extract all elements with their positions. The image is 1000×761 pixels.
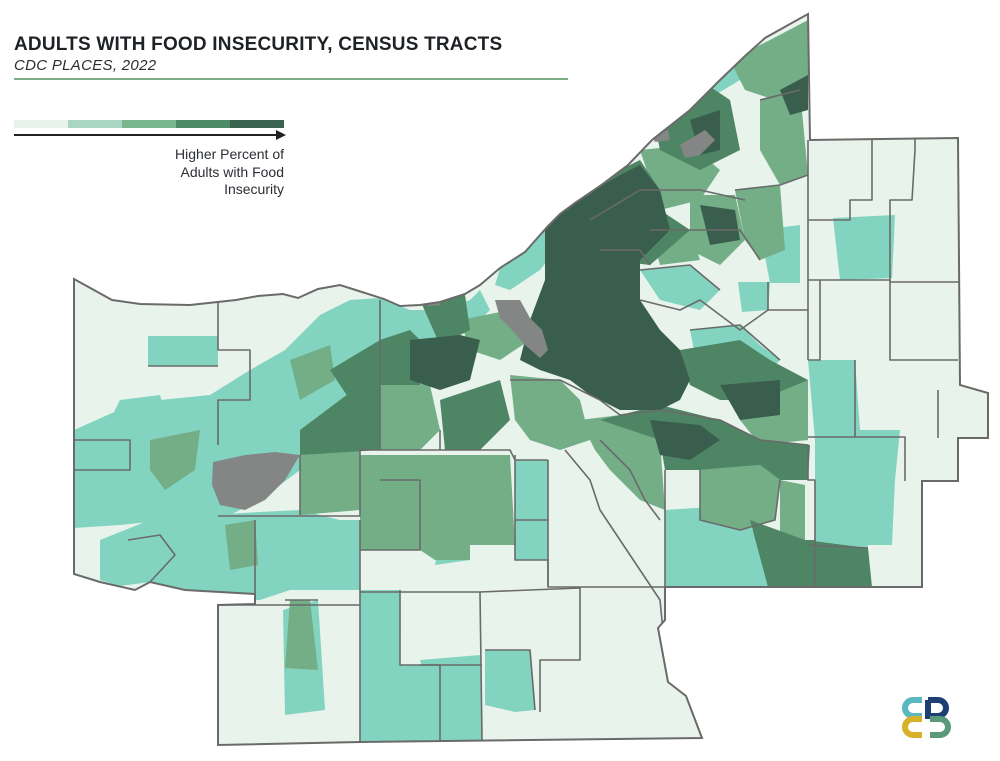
logo-p-bottom [930,716,951,738]
municipal-boundaries [74,89,960,742]
logo-c-bottom [902,716,922,738]
title-divider [14,78,568,80]
legend-swatch-4 [176,120,230,128]
organization-logo [902,697,951,738]
logo-c-top [902,697,922,719]
map-subtitle: CDC PLACES, 2022 [14,57,157,74]
logo-p-top [925,697,949,719]
legend-swatch-5 [230,120,284,128]
title-block: ADULTS WITH FOOD INSECURITY, CENSUS TRAC… [14,34,568,80]
legend-color-ramp [14,120,284,128]
tracts-class-5 [410,75,808,460]
census-tracts [74,20,960,742]
legend-swatch-1 [14,120,68,128]
legend-swatch-3 [122,120,176,128]
legend: Higher Percent of Adults with Food Insec… [14,120,286,199]
legend-swatch-2 [68,120,122,128]
arrow-right-icon [14,130,286,140]
legend-label: Higher Percent of Adults with Food Insec… [175,146,284,197]
map-title: ADULTS WITH FOOD INSECURITY, CENSUS TRAC… [14,34,503,55]
